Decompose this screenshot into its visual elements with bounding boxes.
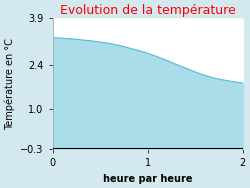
Title: Evolution de la température: Evolution de la température [60,4,236,17]
Y-axis label: Température en °C: Température en °C [4,38,15,130]
X-axis label: heure par heure: heure par heure [103,174,192,184]
